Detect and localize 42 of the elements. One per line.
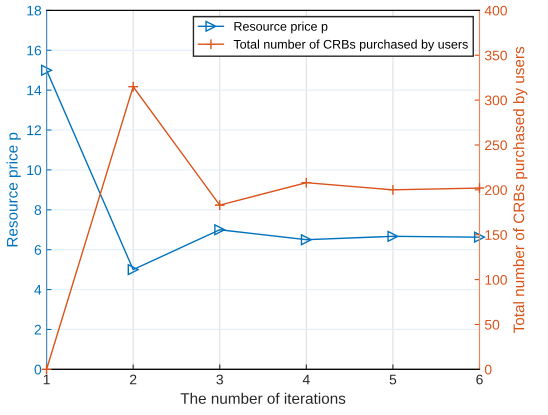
x-tick-label: 1: [44, 374, 50, 384]
y-tick-label: 4: [34, 285, 42, 295]
x-tick-label: 5: [390, 374, 396, 384]
point: [41, 64, 52, 76]
y-tick-label: 12: [27, 125, 42, 136]
y-tick-label: 18: [27, 6, 42, 16]
y2-axis-title: Total number of CRBs purchased by users: [513, 46, 528, 334]
y-axis-title: Resource price p: [6, 132, 21, 246]
point: [474, 232, 486, 243]
y-tick-label: 14: [27, 86, 42, 96]
x-tick-label: 4: [302, 374, 310, 384]
y-tick-label: 8: [34, 205, 42, 215]
y2-tick-label: 350: [484, 50, 507, 60]
y-tick-label: 6: [34, 245, 42, 255]
y2-tick-label: 150: [485, 230, 507, 240]
y2-tick-label: 200: [485, 185, 507, 196]
point: [128, 81, 139, 92]
point: [300, 234, 312, 246]
y2-tick-label: 250: [485, 140, 507, 150]
point: [128, 264, 139, 276]
point: [214, 224, 226, 236]
y-tick-label: 16: [27, 46, 42, 56]
y2-tick-label: 400: [484, 6, 507, 16]
point: [387, 230, 398, 242]
point: [41, 364, 52, 375]
x-tick-label: 3: [216, 374, 223, 384]
y2-tick-label: 0: [484, 364, 492, 375]
legend-label: Total number of CRBs purchased by users: [234, 40, 468, 52]
legend-label: Resource price p: [234, 22, 328, 34]
y2-tick-label: 50: [484, 320, 500, 330]
point: [300, 177, 312, 188]
y-tick-label: 0: [34, 364, 42, 375]
y2-tick-label: 300: [484, 95, 507, 106]
point: [214, 200, 226, 211]
point: [387, 184, 398, 196]
x-axis-title: The number of iterations: [180, 392, 346, 404]
point: [474, 182, 486, 194]
x-tick-label: 6: [476, 374, 483, 384]
x-tick-label: 2: [130, 374, 136, 384]
y-tick-label: 2: [34, 324, 42, 334]
y2-tick-label: 100: [485, 274, 507, 285]
y-tick-label: 10: [27, 165, 42, 176]
